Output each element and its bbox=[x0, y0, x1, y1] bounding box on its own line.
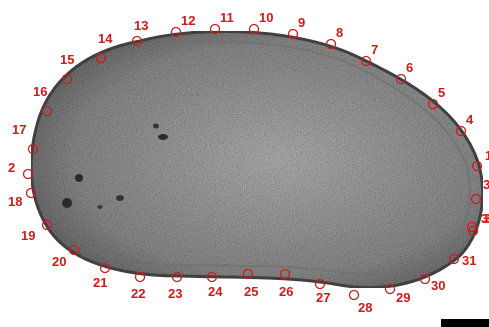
landmark-label: 28 bbox=[358, 300, 372, 315]
landmark-marker bbox=[25, 187, 37, 199]
landmark-label: 3 bbox=[481, 211, 488, 226]
landmark-marker bbox=[471, 160, 483, 172]
landmark-label: 23 bbox=[168, 286, 182, 301]
landmark-label: 2 bbox=[8, 160, 15, 175]
landmark-marker bbox=[279, 268, 291, 280]
specimen-inclusion bbox=[75, 174, 83, 182]
landmark-marker bbox=[134, 271, 146, 283]
landmark-label: 12 bbox=[181, 13, 195, 28]
landmark-label: 3 bbox=[484, 211, 489, 226]
landmark-marker bbox=[325, 38, 337, 50]
landmark-label: 7 bbox=[371, 42, 378, 57]
landmark-label: 5 bbox=[438, 85, 445, 100]
landmark-marker bbox=[209, 23, 221, 35]
landmark-marker bbox=[419, 273, 431, 285]
landmark-marker bbox=[427, 98, 439, 110]
landmark-label: 30 bbox=[431, 278, 445, 293]
landmark-label: 10 bbox=[259, 10, 273, 25]
landmark-label: 25 bbox=[244, 284, 258, 299]
landmark-label: 21 bbox=[93, 275, 107, 290]
specimen-inclusion bbox=[116, 195, 124, 201]
landmark-label: 20 bbox=[52, 254, 66, 269]
landmark-label: 11 bbox=[220, 10, 234, 25]
landmark-label: 9 bbox=[298, 15, 305, 30]
landmark-label: 31 bbox=[462, 253, 476, 268]
landmark-marker bbox=[99, 262, 111, 274]
landmark-marker bbox=[448, 253, 460, 265]
specimen-inclusion bbox=[97, 205, 103, 209]
landmark-label: 15 bbox=[60, 52, 74, 67]
landmark-marker bbox=[22, 168, 34, 180]
landmark-label: 6 bbox=[406, 60, 413, 75]
landmark-label: 13 bbox=[134, 18, 148, 33]
landmark-label: 26 bbox=[279, 284, 293, 299]
landmark-marker bbox=[242, 268, 254, 280]
landmark-label: 24 bbox=[208, 284, 223, 299]
specimen-inclusion bbox=[62, 198, 72, 208]
landmark-marker bbox=[287, 28, 299, 40]
scale-bar bbox=[441, 319, 489, 327]
landmark-marker bbox=[95, 52, 107, 64]
landmark-marker bbox=[467, 225, 479, 237]
landmark-marker bbox=[248, 23, 260, 35]
landmark-marker bbox=[41, 219, 53, 231]
landmark-marker bbox=[384, 283, 396, 295]
landmark-marker bbox=[360, 55, 372, 67]
landmark-label: 3 bbox=[483, 177, 489, 192]
landmark-marker bbox=[466, 221, 478, 233]
landmark-label: 18 bbox=[8, 194, 22, 209]
landmark-label: 16 bbox=[33, 84, 47, 99]
landmark-marker bbox=[455, 125, 467, 137]
landmark-label: 4 bbox=[466, 112, 474, 127]
specimen-inclusion bbox=[158, 134, 168, 140]
landmark-marker bbox=[68, 244, 80, 256]
landmark-label: 29 bbox=[396, 290, 410, 305]
landmark-label: 19 bbox=[21, 228, 35, 243]
specimen-rim bbox=[44, 41, 471, 276]
landmark-marker bbox=[41, 105, 53, 117]
landmark-label: 1 bbox=[485, 148, 489, 163]
landmark-marker bbox=[170, 26, 182, 38]
landmark-marker bbox=[171, 271, 183, 283]
landmark-marker bbox=[314, 278, 326, 290]
landmark-marker bbox=[395, 73, 407, 85]
landmark-marker bbox=[206, 271, 218, 283]
landmark-label: 27 bbox=[316, 290, 330, 305]
landmark-label: 8 bbox=[336, 25, 343, 40]
landmark-marker bbox=[348, 289, 360, 301]
landmark-marker bbox=[470, 193, 482, 205]
landmark-label: 17 bbox=[12, 122, 26, 137]
landmark-marker bbox=[27, 143, 39, 155]
specimen-inclusion bbox=[153, 123, 159, 129]
specimen-body bbox=[29, 29, 485, 290]
landmark-marker bbox=[131, 35, 143, 47]
landmark-marker bbox=[61, 73, 73, 85]
landmark-label: 14 bbox=[98, 31, 113, 46]
landmark-label: 22 bbox=[131, 286, 145, 301]
